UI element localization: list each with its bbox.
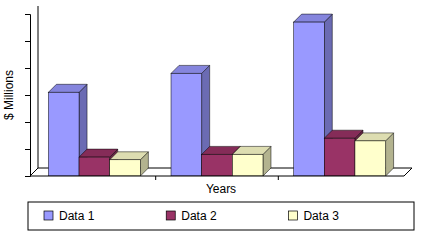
legend-swatch bbox=[44, 211, 53, 220]
bar bbox=[79, 157, 110, 176]
y-tick bbox=[25, 68, 30, 69]
y-tick bbox=[25, 41, 30, 42]
bar-3d bbox=[355, 133, 394, 176]
bar-3d bbox=[232, 146, 271, 176]
bar-top bbox=[171, 65, 210, 73]
y-tick-mark bbox=[25, 68, 30, 69]
bar-top bbox=[324, 130, 363, 138]
chart: Years $ Millions Data 1 Data 2 Data 3 bbox=[0, 0, 427, 242]
y-title: $ Millions bbox=[2, 70, 16, 120]
y-axis bbox=[25, 15, 31, 177]
y-tick-mark bbox=[25, 41, 30, 42]
bar bbox=[202, 154, 233, 176]
y-tick bbox=[25, 14, 30, 15]
bar-top bbox=[232, 146, 271, 154]
legend-swatch bbox=[288, 211, 297, 220]
legend-label: Data 2 bbox=[181, 209, 217, 223]
bar-top bbox=[48, 84, 87, 92]
y-tick bbox=[25, 95, 30, 96]
y-tick bbox=[25, 149, 30, 150]
bar bbox=[48, 92, 79, 176]
x-axis bbox=[30, 176, 404, 180]
bar bbox=[171, 73, 202, 176]
x-axis-line bbox=[30, 176, 404, 177]
legend-box bbox=[28, 202, 414, 230]
bars bbox=[48, 14, 393, 176]
bar-top bbox=[79, 149, 118, 157]
legend-label: Data 1 bbox=[59, 209, 95, 223]
bar-top bbox=[355, 133, 394, 141]
x-separator bbox=[155, 176, 156, 180]
legend: Data 1 Data 2 Data 3 bbox=[28, 202, 414, 230]
bar bbox=[232, 154, 263, 176]
bar-top bbox=[294, 14, 333, 22]
y-axis-line bbox=[25, 15, 31, 177]
bar bbox=[294, 22, 325, 176]
legend-label: Data 3 bbox=[303, 209, 339, 223]
bar-3d bbox=[110, 152, 149, 176]
legend-swatch bbox=[166, 211, 175, 220]
wall bbox=[30, 6, 412, 176]
bar bbox=[355, 141, 386, 176]
y-tick-mark bbox=[25, 95, 30, 96]
y-tick bbox=[25, 176, 30, 177]
bar bbox=[324, 138, 355, 176]
bar-top bbox=[110, 152, 149, 160]
y-tick-mark bbox=[25, 176, 30, 177]
bar bbox=[110, 160, 141, 176]
y-tick-mark bbox=[25, 149, 30, 150]
y-tick bbox=[25, 122, 30, 123]
x-title: Years bbox=[206, 182, 236, 196]
x-separator bbox=[278, 176, 279, 180]
y-tick-mark bbox=[25, 14, 30, 15]
y-tick-mark bbox=[25, 122, 30, 123]
